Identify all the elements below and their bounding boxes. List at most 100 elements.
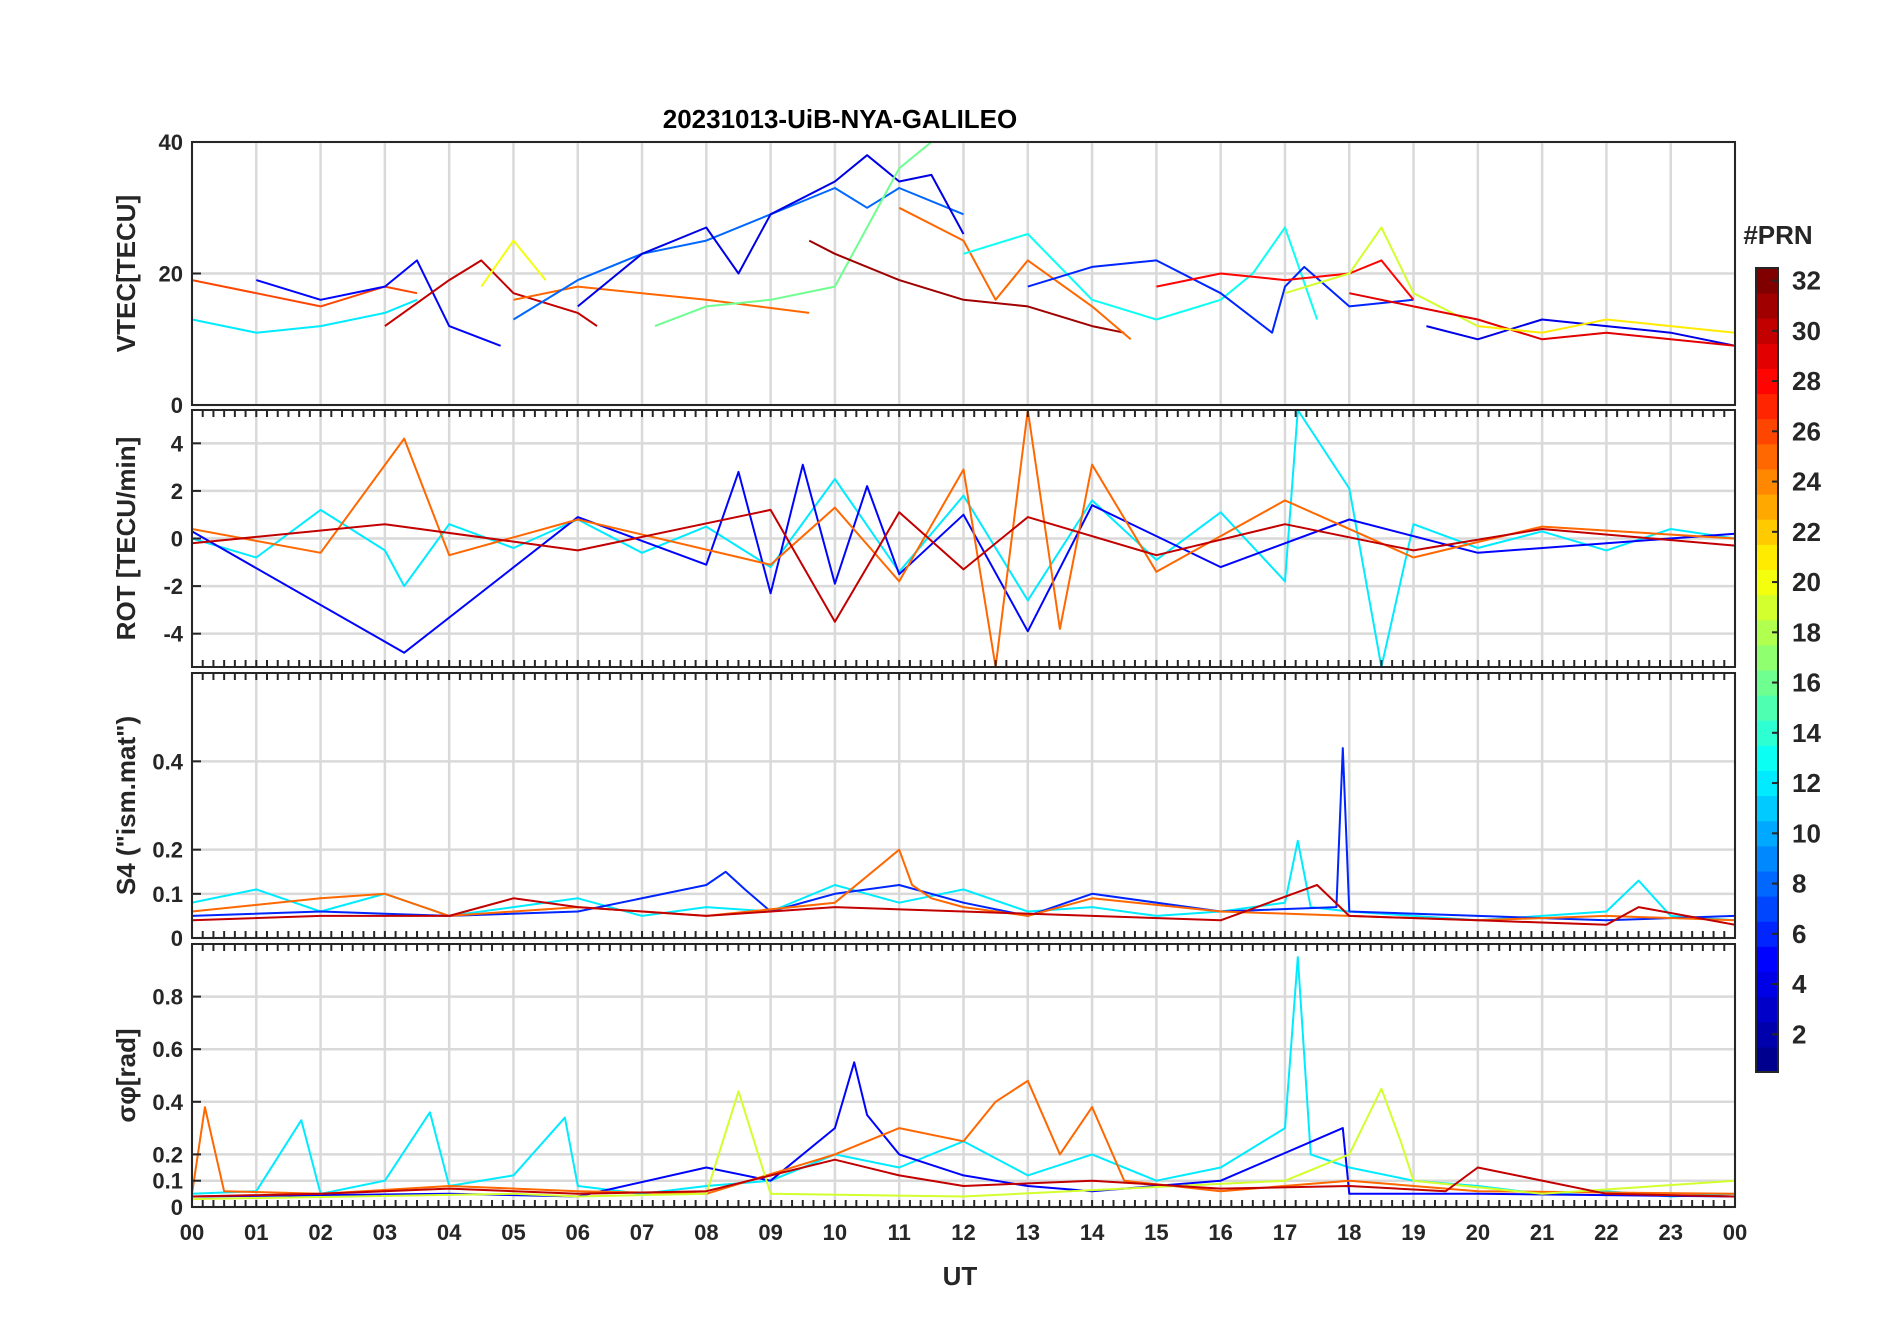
- colorbar-segment: [1756, 946, 1778, 972]
- colorbar-segment: [1756, 318, 1778, 344]
- series-vtec: [192, 142, 1735, 347]
- series-line-prn-25: [898, 206, 1132, 341]
- y-axis-label-rot: ROT [TECU/min]: [111, 437, 141, 641]
- colorbar-segment: [1756, 871, 1778, 897]
- y-tick-label: -4: [163, 622, 183, 647]
- series-line-prn-5: [192, 463, 1735, 654]
- y-axis-label-sigphi: σφ[rad]: [111, 1028, 141, 1122]
- y-tick-label: 2: [171, 479, 183, 504]
- colorbar-segment: [1756, 393, 1778, 420]
- y-tick-label: 20: [159, 262, 183, 287]
- x-tick-label: 10: [823, 1220, 847, 1245]
- y-tick-label: 0: [171, 926, 183, 951]
- colorbar-segment: [1756, 619, 1778, 646]
- colorbar-tick-label: 22: [1792, 517, 1821, 547]
- y-tick-label: -2: [163, 574, 183, 599]
- y-tick-label: 0.8: [152, 985, 183, 1010]
- colorbar-tick-label: 14: [1792, 718, 1821, 748]
- series-line-prn-25: [192, 410, 1735, 667]
- series-line-prn-21: [1477, 318, 1735, 334]
- series-line-prn-30: [192, 884, 1735, 926]
- colorbar-segment: [1756, 896, 1778, 922]
- y-tick-label: 0.4: [152, 1090, 183, 1115]
- colorbar-tick-label: 2: [1792, 1019, 1806, 1049]
- x-tick-label: 11: [888, 1220, 911, 1245]
- colorbar-tick-label: 30: [1792, 316, 1821, 346]
- series-line-prn-5: [192, 1061, 1735, 1198]
- series-line-prn-30: [192, 508, 1735, 623]
- colorbar-segment: [1756, 443, 1778, 470]
- series-line-prn-12: [192, 839, 1735, 922]
- y-tick-label: 0.6: [152, 1037, 183, 1062]
- series-line-prn-12: [192, 410, 1735, 667]
- y-tick-label: 0: [171, 393, 183, 418]
- colorbar-segment: [1756, 820, 1778, 847]
- colorbar-segment: [1756, 343, 1778, 369]
- x-tick-label: 00: [180, 1220, 204, 1245]
- panel-vtec: 0 20 40 VTEC[TECU]: [111, 130, 1737, 418]
- colorbar-segment: [1756, 770, 1778, 797]
- colorbar-tick-label: 6: [1792, 919, 1806, 949]
- colorbar-segment: [1756, 720, 1778, 746]
- colorbar-tick-label: 20: [1792, 567, 1821, 597]
- colorbar-tick-label: 32: [1792, 266, 1821, 296]
- x-tick-label: 00: [1723, 1220, 1747, 1245]
- colorbar-segment: [1756, 519, 1778, 545]
- series-line-prn-6: [1027, 259, 1414, 334]
- colorbar-tick-label: 26: [1792, 416, 1821, 446]
- x-tick-label: 08: [694, 1220, 718, 1245]
- series-line-prn-30: [384, 259, 598, 327]
- series-line-prn-31: [808, 239, 1125, 334]
- colorbar-segment: [1756, 1046, 1778, 1073]
- x-tick-label: 15: [1144, 1220, 1168, 1245]
- y-tick-label: 0.1: [152, 882, 183, 907]
- y-axis-label-s4: S4 ("ism.mat"): [111, 716, 141, 895]
- series-line-prn-4: [577, 154, 965, 308]
- x-tick-label: 09: [758, 1220, 782, 1245]
- series-line-prn-13: [963, 226, 1319, 321]
- series-s4: [192, 747, 1735, 926]
- series-line-prn-12: [192, 298, 418, 334]
- x-tick-label: 17: [1273, 1220, 1297, 1245]
- colorbar-segment: [1756, 745, 1778, 771]
- x-axis-label: UT: [943, 1261, 978, 1291]
- series-line-prn-30: [192, 1158, 1735, 1198]
- panel-s4: 0 0.1 0.2 0.4 S4 ("ism.mat"): [111, 672, 1737, 951]
- x-tick-label: 21: [1530, 1220, 1554, 1245]
- colorbar-tick-label: 28: [1792, 366, 1821, 396]
- series-sigphi: [192, 956, 1735, 1201]
- x-tick-label: 04: [437, 1220, 462, 1245]
- x-tick-label: 16: [1208, 1220, 1232, 1245]
- minor-ticks-sigphi: [191, 944, 1736, 1207]
- x-tick-label: 02: [308, 1220, 332, 1245]
- minor-ticks-rot: [191, 410, 1736, 667]
- colorbar-segment: [1756, 293, 1778, 319]
- colorbar-tick-label: 10: [1792, 818, 1821, 848]
- series-rot: [192, 410, 1735, 667]
- x-tick-label: 20: [1466, 1220, 1490, 1245]
- series-line-prn-28: [1156, 259, 1415, 301]
- x-tick-label: 12: [951, 1220, 975, 1245]
- colorbar-segment: [1756, 544, 1778, 570]
- colorbar-segment: [1756, 569, 1778, 596]
- colorbar-segment: [1756, 695, 1778, 721]
- series-line-prn-25: [513, 285, 810, 314]
- x-tick-label: 23: [1658, 1220, 1682, 1245]
- colorbar-segment: [1756, 469, 1778, 495]
- series-line-prn-19: [192, 1087, 1735, 1201]
- y-tick-label: 0.2: [152, 1142, 183, 1167]
- colorbar-tick-label: 18: [1792, 617, 1821, 647]
- colorbar-label: #PRN: [1743, 220, 1812, 250]
- colorbar-segment: [1756, 795, 1778, 822]
- colorbar-segment: [1756, 594, 1778, 621]
- series-line-prn-19: [1284, 226, 1479, 327]
- y-tick-label: 0.4: [152, 749, 183, 774]
- colorbar-segment: [1756, 494, 1778, 520]
- colorbar-segment: [1756, 670, 1778, 696]
- y-tick-label: 0.1: [152, 1169, 183, 1194]
- colorbar-segment: [1756, 971, 1778, 998]
- x-tick-label: 18: [1337, 1220, 1361, 1245]
